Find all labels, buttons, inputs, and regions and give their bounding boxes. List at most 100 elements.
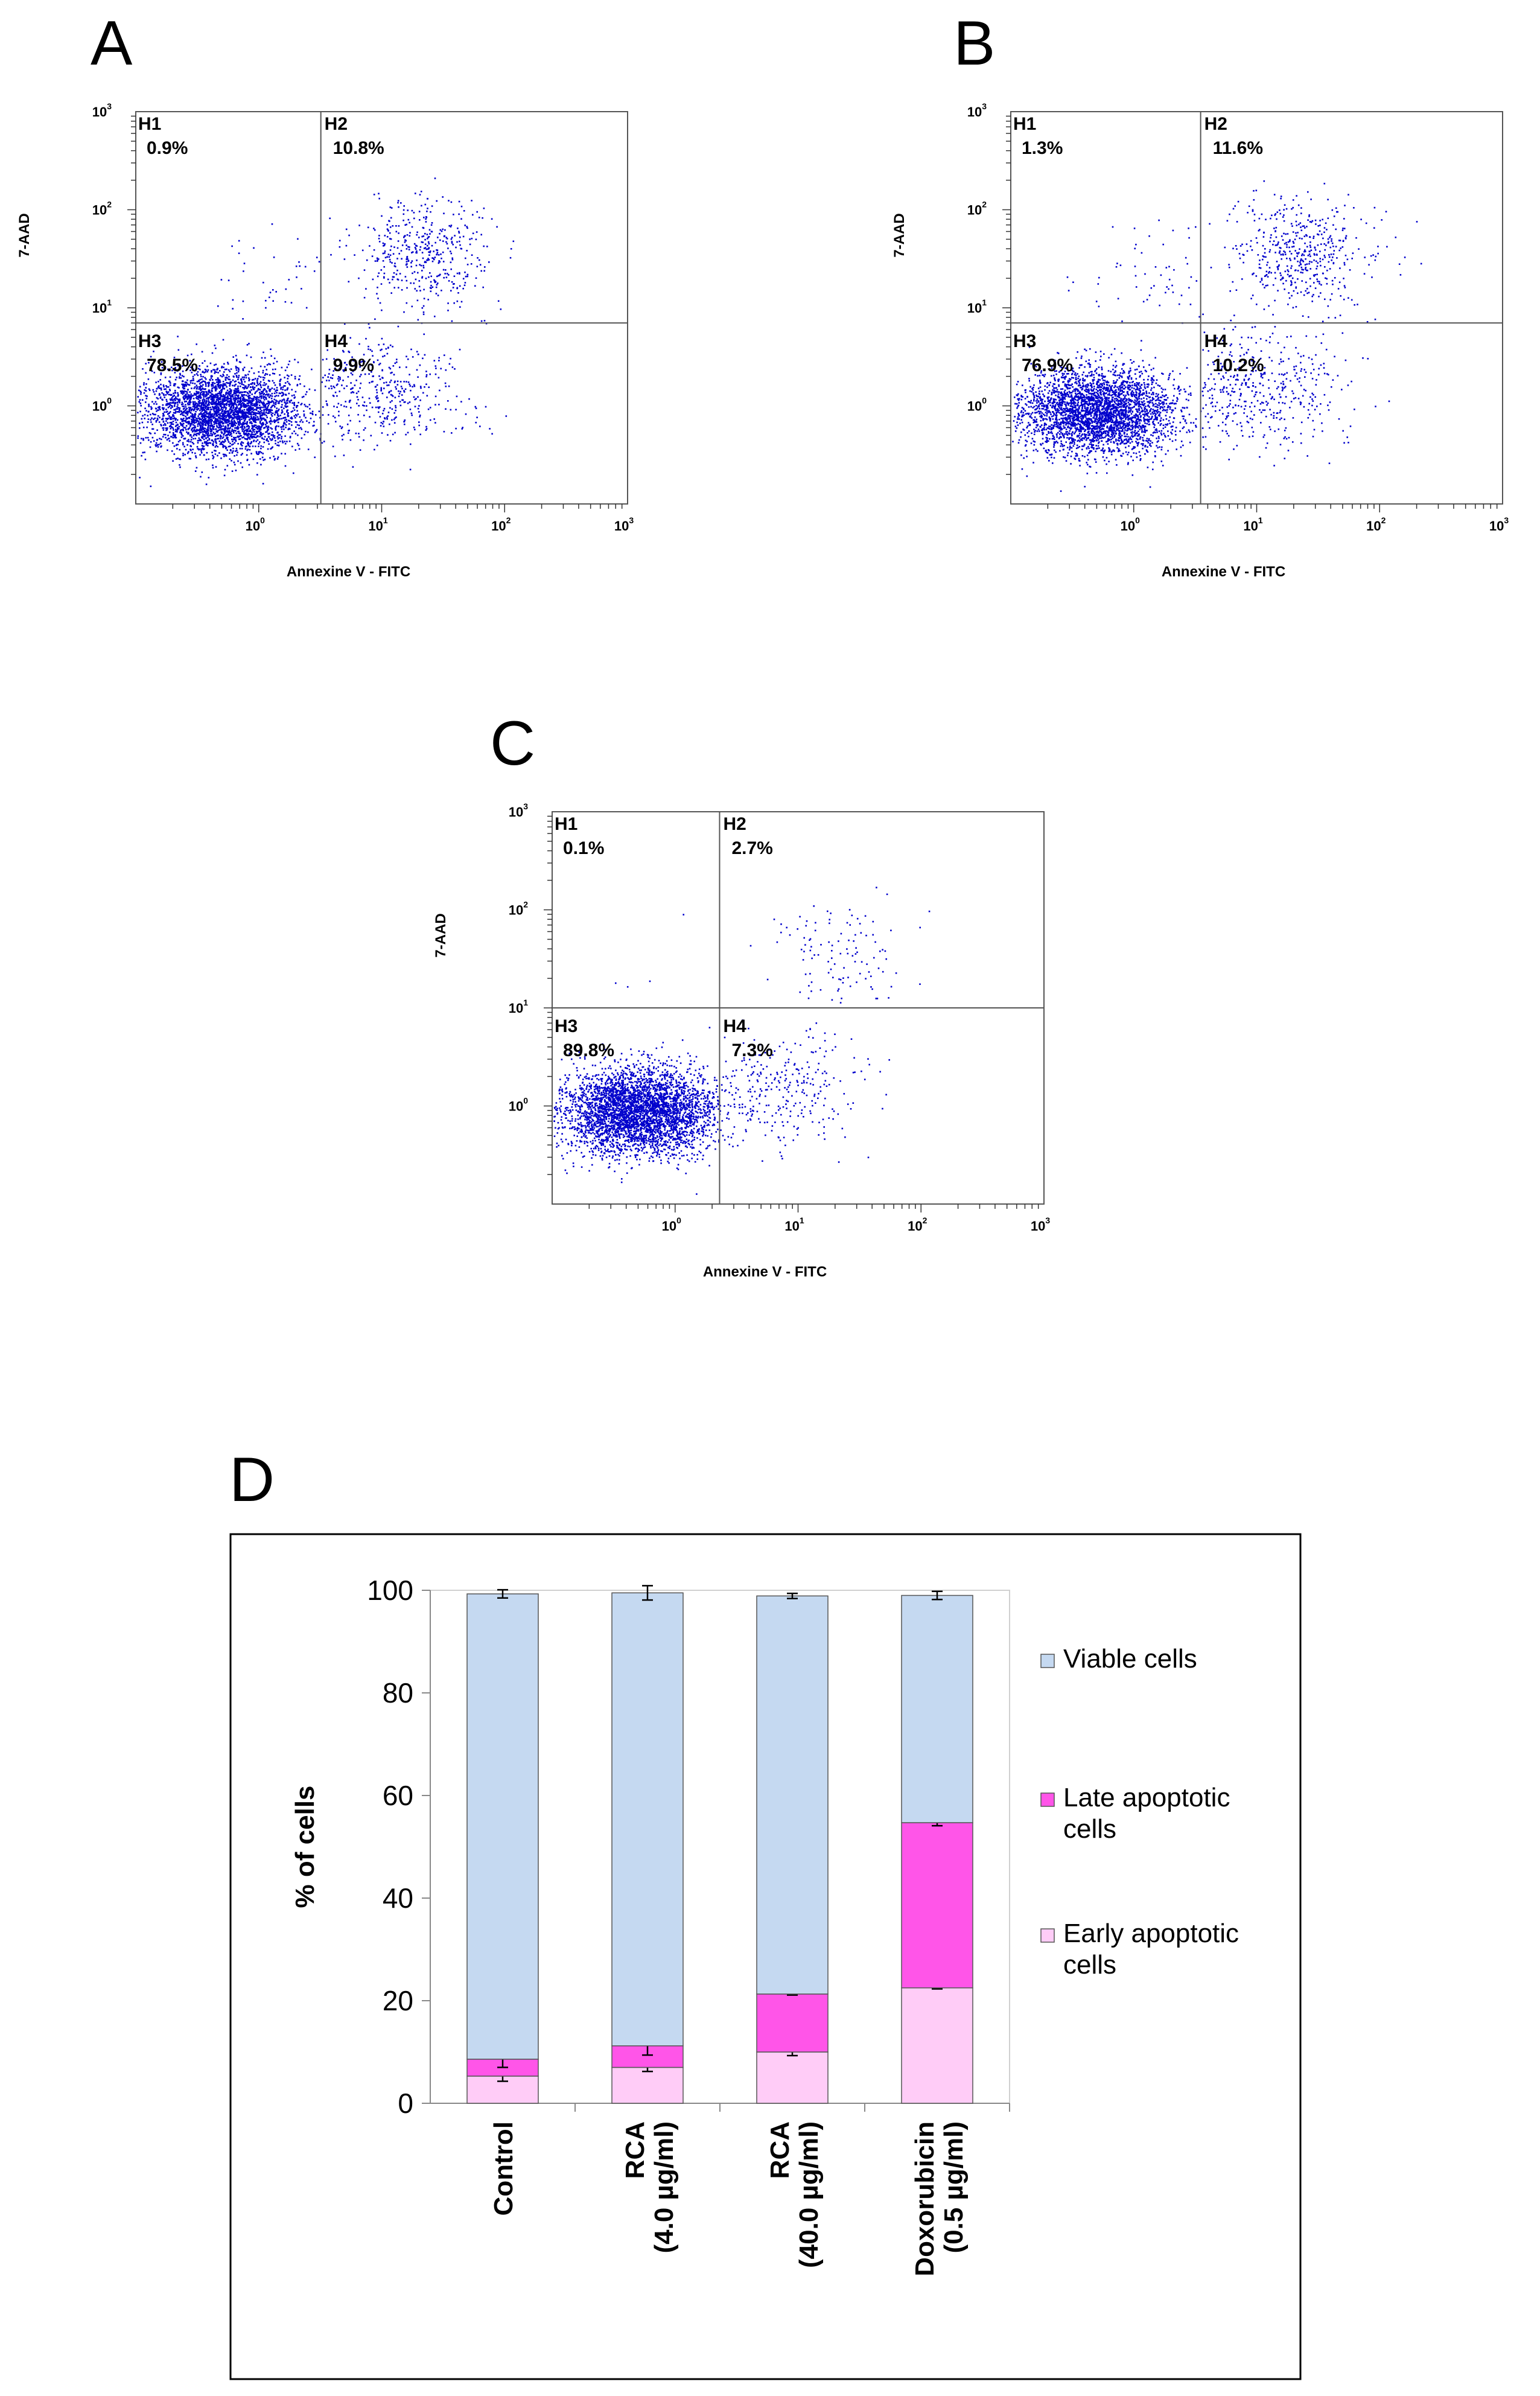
event-dot bbox=[406, 302, 408, 304]
event-dot bbox=[1144, 384, 1146, 386]
event-dot bbox=[235, 384, 237, 386]
event-dot bbox=[185, 429, 187, 431]
event-dot bbox=[199, 403, 200, 405]
event-dot bbox=[1143, 366, 1145, 368]
event-dot bbox=[328, 373, 330, 375]
event-dot bbox=[444, 431, 445, 433]
event-dot bbox=[454, 235, 456, 237]
event-dot bbox=[151, 429, 153, 430]
event-dot bbox=[314, 457, 316, 459]
event-dot bbox=[315, 414, 317, 416]
event-dot bbox=[412, 273, 413, 275]
event-dot bbox=[276, 419, 278, 421]
event-dot bbox=[171, 422, 173, 424]
event-dot bbox=[284, 419, 286, 421]
event-dot bbox=[291, 389, 293, 390]
event-dot bbox=[410, 266, 412, 268]
event-dot bbox=[1058, 419, 1060, 421]
event-dot bbox=[418, 408, 419, 410]
event-dot bbox=[264, 357, 266, 359]
event-dot bbox=[253, 372, 255, 374]
event-dot bbox=[374, 249, 375, 251]
event-dot bbox=[397, 381, 399, 383]
event-dot bbox=[381, 422, 383, 424]
event-dot bbox=[1064, 433, 1066, 435]
event-dot bbox=[1084, 349, 1086, 351]
event-dot bbox=[438, 254, 440, 256]
event-dot bbox=[192, 414, 194, 416]
event-dot bbox=[170, 398, 171, 400]
event-dot bbox=[169, 440, 171, 442]
event-dot bbox=[186, 425, 188, 427]
event-dot bbox=[249, 422, 251, 424]
event-dot bbox=[378, 193, 380, 195]
event-dot bbox=[147, 437, 149, 439]
event-dot bbox=[256, 453, 258, 455]
event-dot bbox=[230, 381, 232, 383]
event-dot bbox=[202, 427, 204, 429]
event-dot bbox=[163, 409, 165, 410]
event-dot bbox=[218, 414, 220, 416]
event-dot bbox=[453, 283, 454, 285]
event-dot bbox=[397, 384, 399, 386]
event-dot bbox=[500, 308, 502, 310]
event-dot bbox=[207, 371, 209, 373]
event-dot bbox=[235, 366, 237, 368]
event-dot bbox=[200, 421, 202, 423]
event-dot bbox=[398, 390, 399, 392]
event-dot bbox=[164, 389, 165, 390]
event-dot bbox=[233, 412, 235, 414]
event-dot bbox=[156, 397, 158, 399]
event-dot bbox=[260, 381, 262, 383]
event-dot bbox=[253, 247, 255, 249]
event-dot bbox=[272, 405, 274, 407]
event-dot bbox=[1186, 399, 1188, 401]
event-dot bbox=[230, 407, 232, 409]
event-dot bbox=[157, 444, 159, 446]
event-dot bbox=[275, 420, 277, 422]
event-dot bbox=[412, 306, 413, 308]
event-dot bbox=[145, 383, 147, 385]
event-dot bbox=[275, 400, 277, 401]
event-dot bbox=[282, 400, 284, 401]
panel-label-c: C bbox=[490, 712, 535, 775]
event-dot bbox=[399, 366, 401, 368]
event-dot bbox=[383, 253, 384, 255]
event-dot bbox=[253, 389, 255, 390]
event-dot bbox=[427, 208, 428, 209]
event-dot bbox=[270, 423, 272, 425]
event-dot bbox=[403, 311, 405, 313]
event-dot bbox=[199, 413, 200, 415]
event-dot bbox=[1066, 460, 1068, 462]
event-dot bbox=[245, 422, 247, 424]
event-dot bbox=[377, 445, 378, 447]
event-dot bbox=[235, 355, 237, 357]
event-dot bbox=[384, 235, 386, 237]
event-dot bbox=[342, 439, 343, 441]
event-dot bbox=[197, 448, 199, 450]
event-dot bbox=[270, 439, 272, 441]
event-dot bbox=[339, 378, 341, 380]
event-dot bbox=[259, 389, 261, 390]
event-dot bbox=[348, 432, 349, 434]
event-dot bbox=[387, 224, 389, 226]
event-dot bbox=[220, 386, 221, 387]
event-dot bbox=[301, 438, 303, 439]
event-dot bbox=[174, 436, 176, 438]
event-dot bbox=[390, 249, 392, 251]
event-dot bbox=[425, 261, 427, 263]
event-dot bbox=[172, 460, 174, 462]
event-dot bbox=[366, 410, 368, 412]
event-dot bbox=[480, 270, 482, 272]
event-dot bbox=[266, 416, 268, 418]
event-dot bbox=[140, 403, 142, 404]
event-dot bbox=[385, 257, 387, 259]
event-dot bbox=[448, 200, 450, 202]
event-dot bbox=[202, 403, 204, 404]
event-dot bbox=[295, 427, 297, 429]
event-dot bbox=[205, 402, 207, 404]
event-dot bbox=[256, 462, 258, 464]
event-dot bbox=[206, 411, 208, 413]
event-dot bbox=[328, 387, 330, 389]
event-dot bbox=[1025, 410, 1026, 412]
